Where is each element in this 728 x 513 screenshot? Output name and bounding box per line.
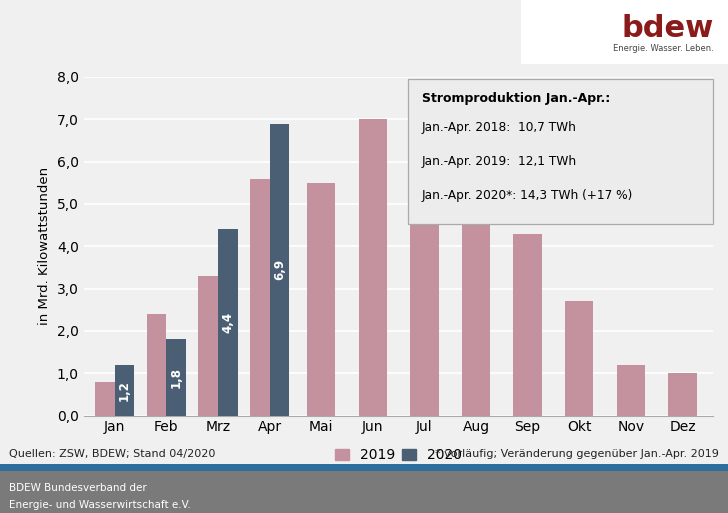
- Bar: [218, 229, 237, 416]
- Bar: [95, 382, 115, 416]
- Text: Jan.-Apr. 2019:  12,1 TWh: Jan.-Apr. 2019: 12,1 TWh: [422, 155, 577, 168]
- Bar: [147, 314, 166, 416]
- Legend: 2019, 2020: 2019, 2020: [330, 443, 467, 468]
- FancyBboxPatch shape: [408, 78, 713, 224]
- Bar: [668, 373, 697, 416]
- Text: * vorläufig; Veränderung gegenüber Jan.-Apr. 2019: * vorläufig; Veränderung gegenüber Jan.-…: [435, 449, 719, 459]
- Text: 1,8: 1,8: [170, 367, 183, 388]
- Bar: [307, 183, 336, 416]
- Text: BDEW Bundesverband der: BDEW Bundesverband der: [9, 483, 146, 492]
- Bar: [617, 365, 645, 416]
- Text: Quellen: ZSW, BDEW; Stand 04/2020: Quellen: ZSW, BDEW; Stand 04/2020: [9, 449, 215, 459]
- Text: 6,9: 6,9: [273, 259, 286, 280]
- Text: Stromproduktion Jan.-Apr.:: Stromproduktion Jan.-Apr.:: [422, 92, 610, 105]
- Text: bdew: bdew: [621, 14, 713, 43]
- Bar: [565, 301, 593, 416]
- Bar: [410, 149, 438, 416]
- Text: 1,2: 1,2: [118, 380, 131, 401]
- Text: Energie- und Wasserwirtschaft e.V.: Energie- und Wasserwirtschaft e.V.: [9, 500, 191, 510]
- Bar: [166, 340, 186, 416]
- Text: Energie. Wasser. Leben.: Energie. Wasser. Leben.: [613, 44, 713, 53]
- Y-axis label: in Mrd. Kilowattstunden: in Mrd. Kilowattstunden: [39, 167, 51, 325]
- Bar: [115, 365, 134, 416]
- Bar: [359, 119, 387, 416]
- Text: Jan.-Apr. 2020*: 14,3 TWh (+17 %): Jan.-Apr. 2020*: 14,3 TWh (+17 %): [422, 189, 633, 202]
- Text: Jan.-Apr. 2018:  10,7 TWh: Jan.-Apr. 2018: 10,7 TWh: [422, 121, 577, 134]
- Bar: [269, 124, 289, 416]
- Bar: [513, 233, 542, 416]
- Text: 4,4: 4,4: [221, 312, 234, 333]
- Bar: [462, 170, 490, 416]
- Bar: [250, 179, 269, 416]
- Bar: [198, 276, 218, 416]
